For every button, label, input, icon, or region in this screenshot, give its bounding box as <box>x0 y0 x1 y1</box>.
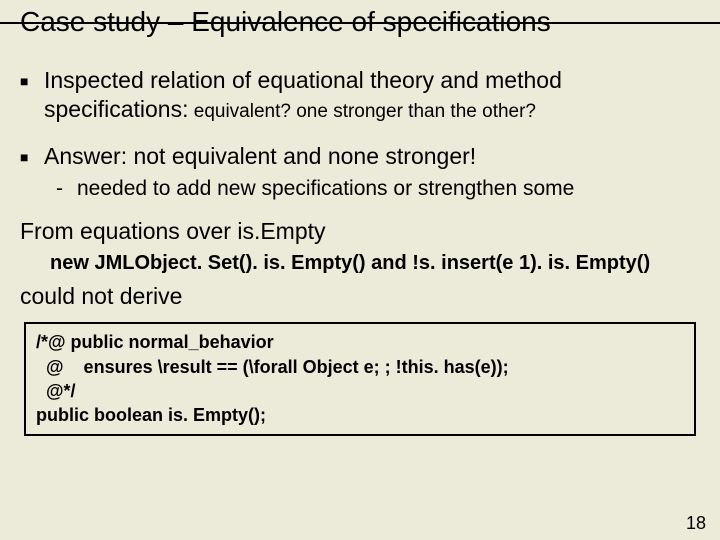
bullet-level2: - needed to add new specifications or st… <box>56 176 700 202</box>
page-number: 18 <box>686 513 706 534</box>
bullet-level1: ■ Answer: not equivalent and none strong… <box>20 142 700 171</box>
code-box: /*@ public normal_behavior @ ensures \re… <box>24 322 696 435</box>
bullet-square-icon: ■ <box>20 152 30 162</box>
could-b: not derive <box>81 283 182 309</box>
bullet-text: Answer: not equivalent and none stronger… <box>44 142 700 171</box>
inline-code: new JMLObject. Set(). is. Empty() and !s… <box>50 252 700 275</box>
code-line: public boolean is. Empty(); <box>36 403 684 427</box>
para1-b: is.Empty <box>237 218 325 244</box>
bullet-dash-icon: - <box>56 176 63 202</box>
title-rule <box>0 22 720 24</box>
bullet-level1: ■ Inspected relation of equational theor… <box>20 66 700 124</box>
bullet-text: Inspected relation of equational theory … <box>44 66 700 124</box>
bullet1-tail: equivalent? one stronger than the other? <box>188 101 536 122</box>
code-line: @*/ <box>36 379 684 403</box>
could-a: could <box>20 283 81 309</box>
paragraph-could-not: could not derive <box>20 283 700 310</box>
paragraph-line1: From equations over is.Empty <box>20 217 700 247</box>
slide-title-wrap: Case study – Equivalence of specificatio… <box>20 0 700 38</box>
para1-a: From equations over <box>20 218 237 244</box>
slide-content: ■ Inspected relation of equational theor… <box>20 38 700 436</box>
bullet2-text: needed to add new specifications or stre… <box>77 176 574 202</box>
code-line: /*@ public normal_behavior <box>36 330 684 354</box>
bullet-square-icon: ■ <box>20 76 30 86</box>
code-line: @ ensures \result == (\forall Object e; … <box>36 355 684 379</box>
